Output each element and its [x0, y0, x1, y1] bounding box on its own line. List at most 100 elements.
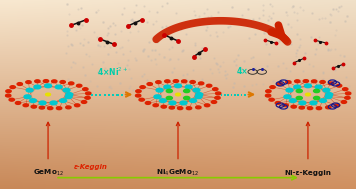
Circle shape: [186, 107, 192, 110]
Circle shape: [190, 99, 197, 102]
Circle shape: [55, 85, 62, 89]
Circle shape: [266, 94, 271, 97]
Circle shape: [69, 82, 74, 85]
Text: Ni-ε-Keggin: Ni-ε-Keggin: [284, 170, 331, 176]
Circle shape: [156, 88, 163, 92]
Circle shape: [147, 83, 152, 85]
Circle shape: [136, 90, 141, 93]
Circle shape: [196, 93, 203, 96]
Circle shape: [66, 93, 73, 96]
Circle shape: [74, 104, 80, 107]
Circle shape: [270, 86, 275, 88]
Circle shape: [326, 106, 331, 109]
Circle shape: [299, 106, 304, 109]
Circle shape: [85, 96, 90, 99]
Circle shape: [156, 81, 161, 84]
Circle shape: [136, 94, 141, 97]
Circle shape: [139, 98, 144, 101]
Circle shape: [346, 92, 351, 95]
Circle shape: [176, 93, 180, 96]
Circle shape: [305, 93, 310, 96]
Circle shape: [10, 86, 15, 88]
Circle shape: [334, 104, 340, 107]
Circle shape: [275, 101, 281, 104]
Circle shape: [44, 84, 52, 88]
Circle shape: [24, 95, 31, 99]
Circle shape: [325, 95, 332, 99]
Circle shape: [83, 88, 88, 91]
Circle shape: [345, 96, 350, 99]
Circle shape: [185, 85, 192, 89]
Circle shape: [140, 86, 145, 88]
Circle shape: [52, 80, 57, 83]
Circle shape: [190, 81, 195, 83]
Circle shape: [204, 104, 210, 107]
Circle shape: [316, 107, 321, 110]
Text: 4×Ni$^{2+}$: 4×Ni$^{2+}$: [98, 66, 129, 78]
Circle shape: [66, 106, 71, 109]
Circle shape: [289, 99, 296, 102]
Circle shape: [17, 83, 22, 85]
Circle shape: [30, 99, 36, 102]
Circle shape: [164, 85, 171, 89]
Circle shape: [63, 88, 70, 92]
Text: Ni$_4$GeMo$_{12}$: Ni$_4$GeMo$_{12}$: [157, 168, 199, 178]
Circle shape: [184, 89, 190, 93]
Circle shape: [315, 85, 322, 89]
Circle shape: [296, 89, 302, 93]
Circle shape: [195, 95, 202, 99]
Circle shape: [284, 95, 291, 99]
Circle shape: [153, 104, 158, 107]
Circle shape: [215, 96, 220, 99]
Circle shape: [336, 84, 342, 87]
Circle shape: [199, 82, 204, 85]
Circle shape: [296, 96, 302, 100]
Circle shape: [65, 95, 72, 99]
Circle shape: [26, 88, 33, 92]
Circle shape: [320, 99, 326, 102]
Circle shape: [166, 89, 172, 93]
Circle shape: [213, 88, 218, 91]
Circle shape: [39, 101, 46, 105]
Circle shape: [15, 101, 21, 104]
Circle shape: [35, 80, 40, 83]
Circle shape: [182, 80, 187, 83]
Circle shape: [161, 105, 166, 108]
Circle shape: [34, 85, 41, 89]
Circle shape: [6, 94, 11, 97]
Circle shape: [60, 81, 66, 83]
Circle shape: [295, 80, 300, 83]
Circle shape: [60, 99, 67, 102]
Circle shape: [184, 96, 190, 100]
Circle shape: [314, 89, 320, 93]
Circle shape: [46, 93, 51, 96]
Circle shape: [211, 101, 217, 103]
Circle shape: [169, 106, 174, 109]
Circle shape: [341, 101, 347, 103]
Circle shape: [283, 104, 288, 107]
Circle shape: [329, 82, 334, 85]
Text: 4×: 4×: [237, 67, 249, 76]
Circle shape: [286, 81, 291, 84]
Circle shape: [86, 92, 91, 95]
Circle shape: [26, 81, 31, 84]
Circle shape: [145, 101, 151, 104]
Circle shape: [206, 84, 212, 87]
Circle shape: [286, 88, 293, 92]
Circle shape: [173, 80, 179, 82]
Circle shape: [43, 80, 49, 82]
Circle shape: [266, 90, 271, 93]
Text: GeMo$_{12}$: GeMo$_{12}$: [32, 168, 64, 178]
Circle shape: [56, 107, 62, 110]
Circle shape: [196, 106, 201, 109]
Circle shape: [180, 101, 187, 105]
Circle shape: [326, 93, 333, 96]
Circle shape: [159, 99, 166, 102]
Circle shape: [31, 105, 36, 108]
Circle shape: [50, 101, 57, 105]
Circle shape: [269, 98, 274, 101]
Circle shape: [312, 80, 317, 83]
Circle shape: [310, 101, 317, 105]
Circle shape: [165, 80, 170, 83]
Circle shape: [320, 81, 325, 83]
